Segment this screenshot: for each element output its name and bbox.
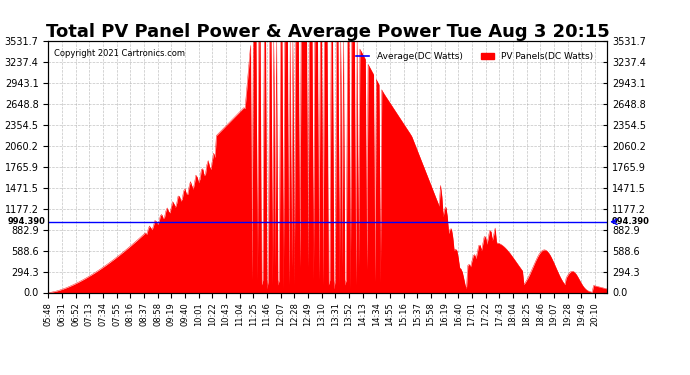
Legend: Average(DC Watts), PV Panels(DC Watts): Average(DC Watts), PV Panels(DC Watts) xyxy=(353,48,597,64)
Text: Copyright 2021 Cartronics.com: Copyright 2021 Cartronics.com xyxy=(54,49,185,58)
Text: 994.390: 994.390 xyxy=(8,217,46,226)
Text: 994.390: 994.390 xyxy=(611,217,649,226)
Title: Total PV Panel Power & Average Power Tue Aug 3 20:15: Total PV Panel Power & Average Power Tue… xyxy=(46,23,610,41)
